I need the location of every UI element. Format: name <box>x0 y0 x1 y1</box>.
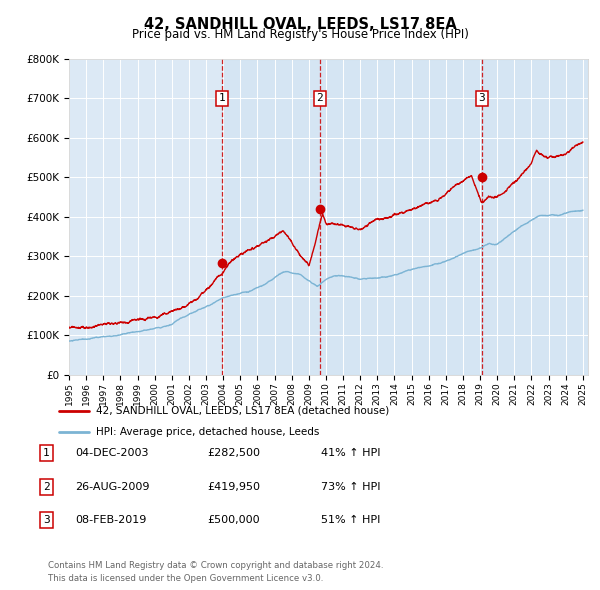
Text: 42, SANDHILL OVAL, LEEDS, LS17 8EA: 42, SANDHILL OVAL, LEEDS, LS17 8EA <box>143 17 457 31</box>
Text: £500,000: £500,000 <box>207 516 260 525</box>
Text: 1: 1 <box>218 93 225 103</box>
Text: 3: 3 <box>43 516 50 525</box>
Text: 3: 3 <box>478 93 485 103</box>
Text: 73% ↑ HPI: 73% ↑ HPI <box>321 482 380 491</box>
Text: 2: 2 <box>317 93 323 103</box>
Text: Contains HM Land Registry data © Crown copyright and database right 2024.
This d: Contains HM Land Registry data © Crown c… <box>48 560 383 583</box>
Text: 04-DEC-2003: 04-DEC-2003 <box>75 448 149 458</box>
Text: £419,950: £419,950 <box>207 482 260 491</box>
Bar <box>222 59 588 375</box>
Text: 41% ↑ HPI: 41% ↑ HPI <box>321 448 380 458</box>
Text: 2: 2 <box>43 482 50 491</box>
Text: 08-FEB-2019: 08-FEB-2019 <box>75 516 146 525</box>
Text: 42, SANDHILL OVAL, LEEDS, LS17 8EA (detached house): 42, SANDHILL OVAL, LEEDS, LS17 8EA (deta… <box>97 406 389 416</box>
Text: 1: 1 <box>43 448 50 458</box>
Text: 26-AUG-2009: 26-AUG-2009 <box>75 482 149 491</box>
Text: £282,500: £282,500 <box>207 448 260 458</box>
Text: 51% ↑ HPI: 51% ↑ HPI <box>321 516 380 525</box>
Text: HPI: Average price, detached house, Leeds: HPI: Average price, detached house, Leed… <box>97 427 320 437</box>
Text: Price paid vs. HM Land Registry's House Price Index (HPI): Price paid vs. HM Land Registry's House … <box>131 28 469 41</box>
